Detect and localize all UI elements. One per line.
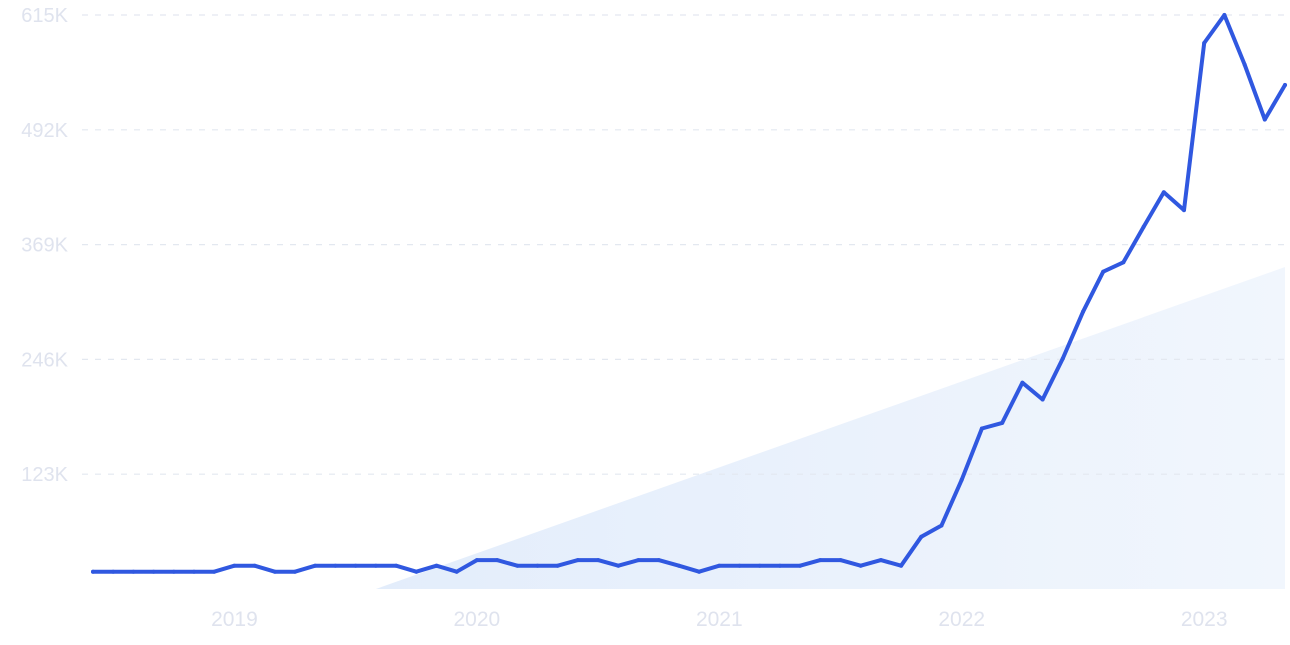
- data-point: [353, 563, 358, 568]
- data-point: [959, 477, 964, 482]
- x-tick-label: 2023: [1181, 608, 1228, 631]
- data-point: [1000, 420, 1005, 425]
- data-point: [434, 563, 439, 568]
- data-point: [454, 569, 459, 574]
- data-point: [495, 558, 500, 563]
- data-point: [1202, 41, 1207, 45]
- trend-area: [375, 267, 1286, 589]
- x-tick-label: 2019: [211, 608, 258, 631]
- data-point: [616, 563, 621, 568]
- data-point: [192, 569, 196, 574]
- data-point: [131, 569, 136, 574]
- data-point: [555, 563, 560, 568]
- data-point: [575, 558, 580, 563]
- data-point: [171, 569, 176, 574]
- data-point: [1101, 269, 1106, 274]
- x-tick-label: 2022: [938, 608, 985, 631]
- data-point: [1081, 309, 1085, 314]
- data-point: [212, 569, 217, 574]
- data-point: [232, 563, 237, 568]
- data-point: [515, 563, 520, 568]
- data-point: [373, 563, 378, 568]
- data-point: [1020, 380, 1025, 385]
- series-line: [91, 13, 1287, 574]
- x-tick-label: 2020: [454, 608, 501, 631]
- y-tick-label: 369K: [21, 235, 68, 257]
- data-point: [1242, 62, 1247, 67]
- data-point: [252, 563, 257, 568]
- data-point: [272, 569, 277, 574]
- data-point: [535, 563, 540, 568]
- data-point: [474, 558, 479, 563]
- data-point: [838, 558, 843, 563]
- data-point: [1222, 13, 1227, 17]
- data-point: [596, 558, 601, 563]
- data-point: [111, 569, 116, 574]
- data-point: [798, 563, 803, 568]
- data-point: [1121, 260, 1126, 265]
- data-point: [1283, 83, 1287, 87]
- y-tick-label: 123K: [21, 464, 68, 486]
- data-point: [293, 569, 297, 574]
- data-point: [899, 563, 904, 568]
- data-point: [717, 563, 722, 568]
- data-point: [697, 569, 702, 574]
- data-point: [939, 523, 944, 528]
- data-point: [1060, 356, 1065, 361]
- data-point: [1141, 224, 1146, 229]
- data-point: [414, 569, 419, 574]
- y-tick-label: 492K: [21, 120, 68, 142]
- data-point: [313, 563, 318, 568]
- data-point: [818, 558, 823, 563]
- data-point: [676, 563, 681, 568]
- data-point: [636, 558, 641, 563]
- data-point: [91, 569, 95, 574]
- data-point: [394, 563, 399, 568]
- y-tick-label: 615K: [21, 5, 68, 27]
- data-point: [1161, 190, 1166, 195]
- data-point: [979, 426, 984, 431]
- data-point: [1182, 208, 1186, 213]
- data-point: [858, 563, 863, 568]
- data-point: [919, 534, 924, 539]
- data-point: [737, 563, 742, 568]
- data-point: [1262, 117, 1267, 122]
- data-point: [777, 563, 782, 568]
- data-point: [151, 569, 156, 574]
- data-point: [656, 558, 661, 563]
- x-tick-label: 2021: [696, 608, 743, 631]
- y-tick-label: 246K: [21, 349, 68, 371]
- data-point: [878, 558, 883, 563]
- data-point: [333, 563, 338, 568]
- data-point: [1040, 397, 1045, 402]
- data-point: [757, 563, 762, 568]
